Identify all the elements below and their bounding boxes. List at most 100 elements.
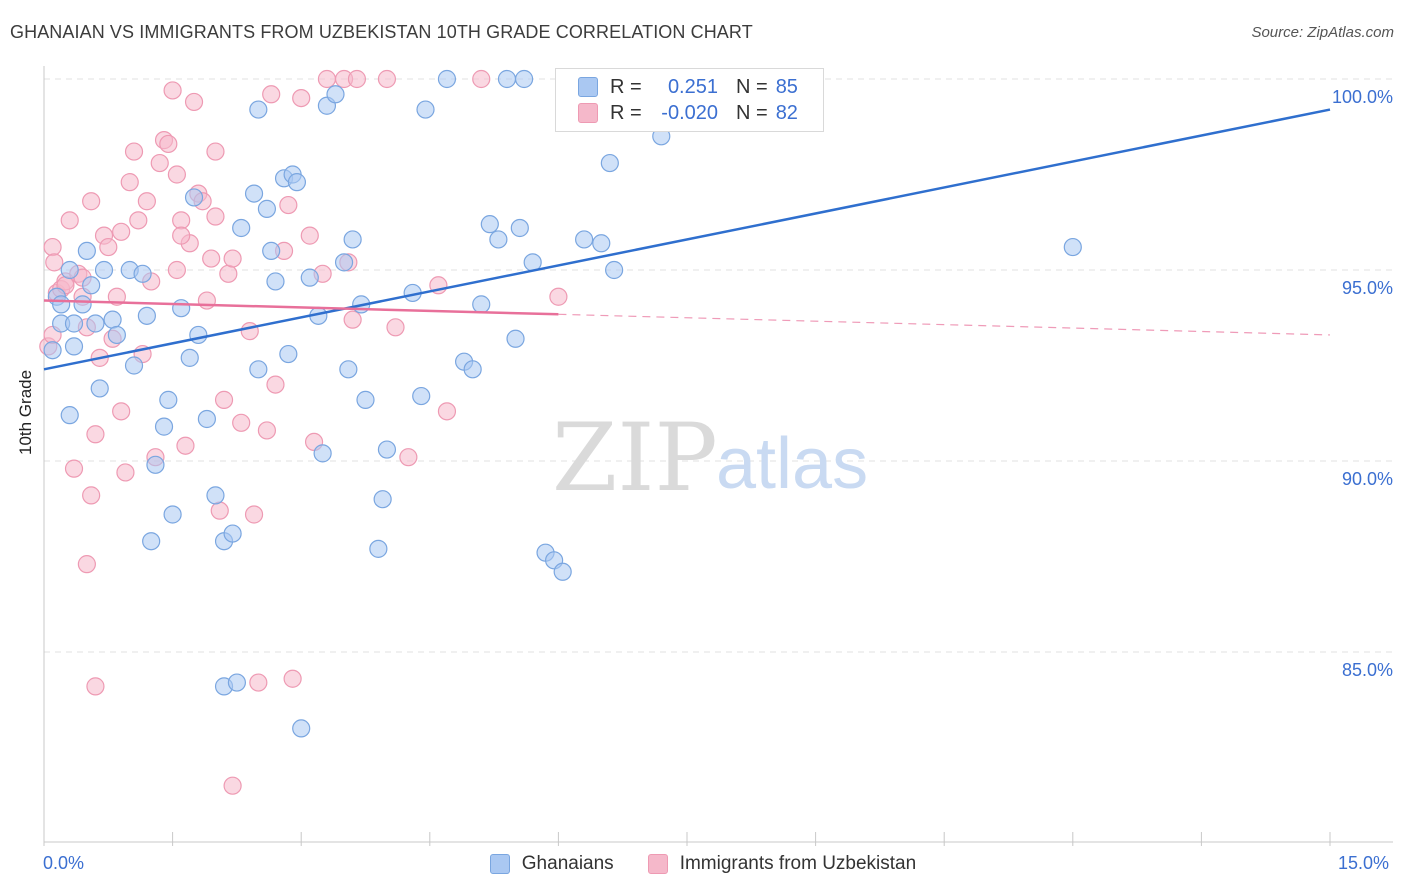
trend-lines <box>43 108 1331 371</box>
uzbekistan-point <box>244 505 264 524</box>
ghanaian-point <box>103 310 122 329</box>
uzbekistan-point <box>163 81 182 100</box>
uzbekistan-point <box>112 222 131 241</box>
uzbekistan-point <box>184 92 204 112</box>
ghanaian-point <box>86 314 105 333</box>
ghanaian-point <box>326 85 345 104</box>
uzbekistan-point <box>257 421 277 440</box>
ghanaian-point <box>510 218 529 238</box>
uzbekistan-point <box>64 459 84 478</box>
uzbekistan-point <box>386 318 405 337</box>
ghanaian-point <box>497 69 517 89</box>
uzbekistan-point <box>112 402 131 421</box>
uzbekistan-point <box>107 287 126 306</box>
uzbekistan-point <box>240 322 259 341</box>
r-label: R = <box>610 75 642 98</box>
legend-swatch-blue <box>489 854 510 874</box>
ghanaian-point <box>412 386 431 406</box>
y-tick-label-90: 90.0% <box>1341 469 1393 489</box>
uzbekistan-point <box>150 153 169 173</box>
ghanaian-point <box>257 199 277 218</box>
uzbekistan-point <box>167 260 186 280</box>
uzbekistan-point <box>172 226 191 245</box>
legend-item-ghanaians[interactable]: Ghanaians <box>489 853 614 875</box>
uzbekistan-point <box>206 207 225 226</box>
uzbekistan-point <box>43 237 62 257</box>
uzbekistan-point <box>347 69 367 89</box>
legend-row-ghanaians: R = 0.251 N = 85 <box>578 74 798 100</box>
legend-swatch-pink <box>578 103 598 123</box>
uzbekistan-point <box>86 425 105 444</box>
ghanaian-point <box>232 218 251 238</box>
y-axis-label: 10th Grade <box>16 369 35 455</box>
legend-swatch-blue <box>578 77 598 97</box>
trend-line-uzbekistan <box>43 299 559 316</box>
gridlines <box>44 78 1393 653</box>
n-label: N = <box>736 101 768 124</box>
ghanaian-point <box>60 260 79 280</box>
ghanaian-point <box>64 314 84 333</box>
ghanaian-point <box>107 325 126 345</box>
uzbekistan-point <box>437 402 457 421</box>
axes <box>43 66 1393 846</box>
ghanaian-point <box>184 188 204 207</box>
r-value: 0.251 <box>667 75 718 98</box>
legend-swatch-pink <box>647 854 668 874</box>
ghanaian-point <box>343 230 362 249</box>
ghanaian-point <box>244 184 264 203</box>
ghanaian-point <box>52 295 71 314</box>
ghanaian-point <box>600 153 619 173</box>
ghanaian-point <box>64 337 84 356</box>
ghanaian-point <box>189 325 208 345</box>
ghanaian-point <box>249 100 268 119</box>
y-tick-label-85: 85.0% <box>1341 660 1393 680</box>
uzbekistan-point <box>99 237 118 257</box>
ghanaian-point <box>515 69 534 89</box>
ghanaian-point <box>480 215 499 234</box>
ghanaian-point <box>472 295 491 314</box>
ghanaian-point <box>313 444 332 463</box>
uzbekistan-point <box>377 69 397 89</box>
ghanaian-point <box>279 344 298 364</box>
ghanaian-point <box>197 409 216 429</box>
uzbekistan-point <box>45 253 64 272</box>
ghanaian-point <box>163 505 182 524</box>
ghanaian-point <box>249 360 268 379</box>
uzbekistan-point <box>124 142 144 161</box>
uzbekistan-point <box>292 88 311 108</box>
ghanaian-point <box>575 230 594 249</box>
series-legend: Ghanaians Immigrants from Uzbekistan <box>0 851 1406 877</box>
watermark-atlas: atlas <box>716 424 868 504</box>
uzbekistan-point <box>343 310 362 329</box>
ghanaian-point <box>437 69 457 89</box>
uzbekistan-point <box>279 195 298 215</box>
trend-line-ghanaians <box>43 108 1331 371</box>
uzbekistan-point <box>60 211 79 230</box>
ghanaian-point <box>73 295 92 314</box>
ghanaian-point <box>43 341 62 360</box>
uzbekistan-point <box>317 69 337 89</box>
ghanaian-point <box>142 532 161 551</box>
ghanaian-point <box>82 276 101 295</box>
ghanaian-point <box>377 440 397 459</box>
uzbekistan-point <box>77 555 96 574</box>
ghanaian-point <box>266 272 285 291</box>
uzbekistan-point <box>116 463 135 482</box>
y-tick-label-95: 95.0% <box>1341 278 1393 298</box>
ghanaian-point <box>124 356 144 375</box>
uzbekistan-point <box>472 69 491 89</box>
uzbekistan-point <box>214 390 234 409</box>
ghanaian-point <box>146 455 165 474</box>
ghanaian-point <box>77 241 96 260</box>
ghanaian-point <box>553 562 572 581</box>
uzbekistan-point <box>82 192 101 211</box>
uzbekistan-point <box>82 486 101 505</box>
uzbekistan-point <box>283 669 302 688</box>
uzbekistan-point <box>206 142 225 161</box>
legend-item-uzbekistan[interactable]: Immigrants from Uzbekistan <box>647 853 916 875</box>
uzbekistan-point <box>197 291 216 310</box>
ghanaian-point <box>159 390 178 409</box>
ghanaian-point <box>356 390 375 409</box>
ghanaian-point <box>592 234 611 253</box>
